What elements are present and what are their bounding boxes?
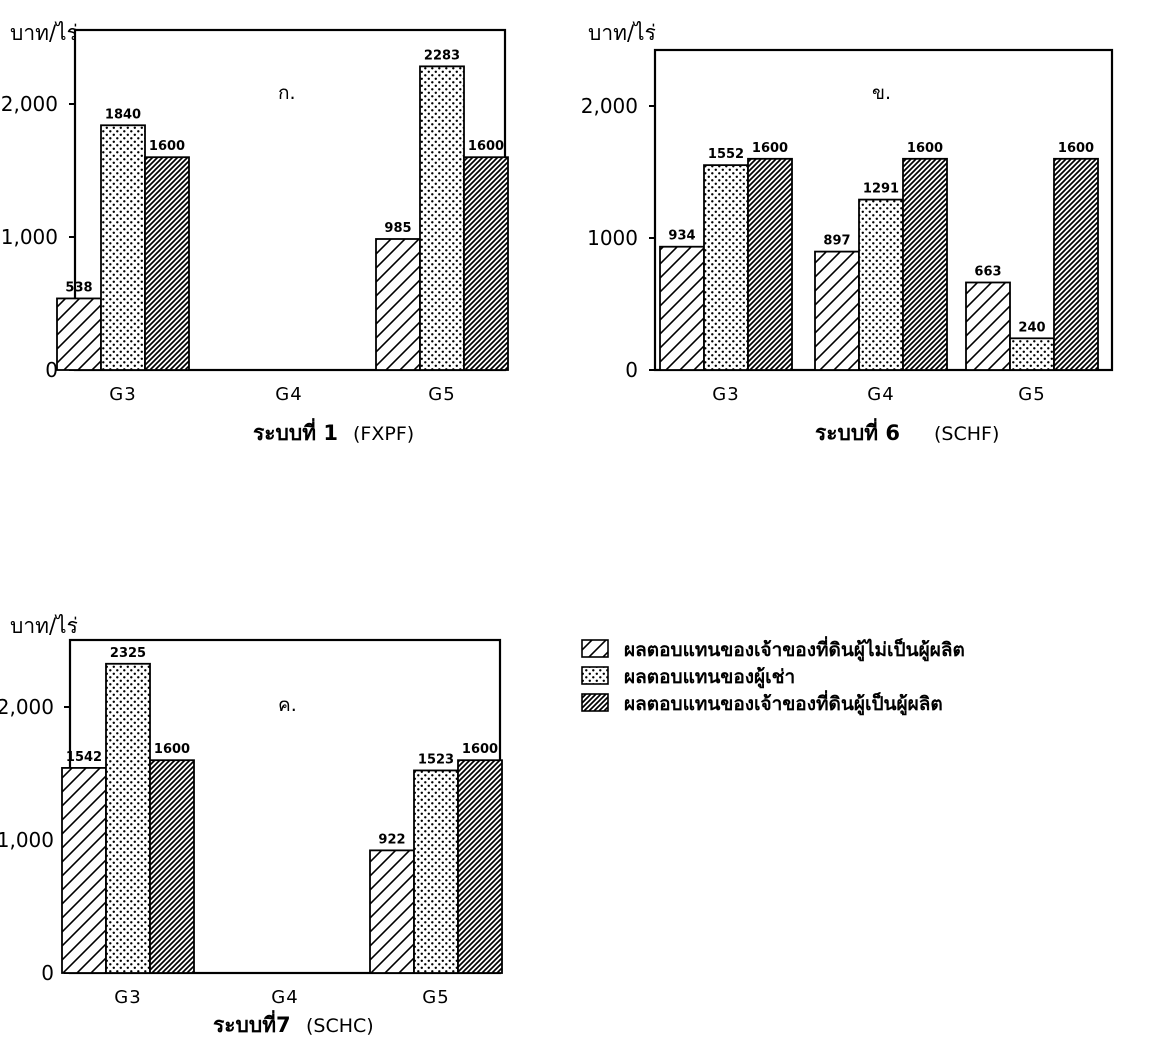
bar-tenant xyxy=(105,662,151,974)
x-category-label: G5 xyxy=(428,384,455,405)
bar-value-label: 1600 xyxy=(462,742,498,757)
legend-label: ผลตอบแทนของผู้เช่า xyxy=(624,666,795,689)
bar-value-label: 1600 xyxy=(907,141,943,156)
system-code-caption: (SCHF) xyxy=(934,423,999,445)
y-tick-label: 0 xyxy=(41,961,54,985)
bar-landowner-nonproducer xyxy=(56,297,102,371)
bar-value-label: 1542 xyxy=(66,750,102,765)
bar-landowner-producer xyxy=(902,157,948,371)
bar-value-label: 2283 xyxy=(424,48,460,63)
y-axis-unit-label: บาท/ไร่ xyxy=(588,21,656,45)
system-caption: ระบบที่ 6 xyxy=(815,417,900,445)
y-axis-unit-label: บาท/ไร่ xyxy=(10,21,78,45)
x-category-label: G4 xyxy=(271,987,298,1008)
bar-value-label: 240 xyxy=(1018,320,1045,335)
system-code-caption: (FXPF) xyxy=(353,423,414,445)
bar-value-label: 538 xyxy=(65,280,92,295)
chart-legend: ผลตอบแทนของเจ้าของที่ดินผู้ไม่เป็นผู้ผลิ… xyxy=(581,636,965,716)
x-category-label: G3 xyxy=(109,384,136,405)
system-code-caption: (SCHC) xyxy=(306,1015,374,1037)
y-tick-label: 1,000 xyxy=(1,225,58,249)
panel-label: ข. xyxy=(872,82,891,104)
bar-value-label: 934 xyxy=(668,229,695,244)
legend-swatch-light-hatch xyxy=(581,639,609,658)
legend-item: ผลตอบแทนของเจ้าของที่ดินผู้ไม่เป็นผู้ผลิ… xyxy=(581,636,965,662)
legend-label: ผลตอบแทนของเจ้าของที่ดินผู้เป็นผู้ผลิต xyxy=(624,690,943,716)
legend-item: ผลตอบแทนของผู้เช่า xyxy=(581,666,795,689)
bar-landowner-nonproducer xyxy=(61,767,107,974)
bar-landowner-nonproducer xyxy=(375,238,421,371)
bar-value-label: 1600 xyxy=(752,141,788,156)
bar-landowner-producer xyxy=(457,759,503,974)
bar-landowner-producer xyxy=(747,157,793,371)
y-tick-label: 2,000 xyxy=(0,695,54,719)
bar-value-label: 1291 xyxy=(863,182,899,197)
bar-landowner-nonproducer xyxy=(814,250,860,371)
bar-value-label: 922 xyxy=(378,832,405,847)
bar-landowner-producer xyxy=(463,156,509,371)
bar-landowner-nonproducer xyxy=(965,281,1011,371)
bar-landowner-producer xyxy=(149,759,195,974)
x-category-label: G5 xyxy=(422,987,449,1008)
y-axis-unit-label: บาท/ไร่ xyxy=(10,614,78,638)
x-category-label: G4 xyxy=(275,384,302,405)
bar-landowner-nonproducer xyxy=(659,245,705,371)
chart-panel-a: 0 1,000 2,000 บาท/ไร่ก. 538 1840 1600 G3 G4 985 22… xyxy=(1,21,509,445)
legend-label: ผลตอบแทนของเจ้าของที่ดินผู้ไม่เป็นผู้ผลิ… xyxy=(624,636,965,662)
bar-tenant xyxy=(858,198,904,371)
x-category-label: G5 xyxy=(1018,384,1045,405)
bar-value-label: 985 xyxy=(384,221,411,236)
bar-value-label: 1523 xyxy=(418,752,454,767)
chart-panel-c: 0 1,000 2,000 บาท/ไร่ค. 1542 2325 1600 G3 G4 922 1… xyxy=(0,614,503,1037)
bar-tenant xyxy=(703,164,749,371)
y-tick-label: 2,000 xyxy=(581,94,638,118)
bar-landowner-producer xyxy=(1053,157,1099,371)
chart-panel-b: 0 1000 2,000 บาท/ไร่ข. 934 1552 1600 G3 897 1291 1… xyxy=(581,21,1114,445)
bar-value-label: 1600 xyxy=(149,139,185,154)
y-tick-label: 0 xyxy=(45,358,58,382)
bar-value-label: 1600 xyxy=(1058,141,1094,156)
x-category-label: G4 xyxy=(867,384,894,405)
bar-value-label: 663 xyxy=(974,264,1001,279)
system-caption: ระบบที่ 1 xyxy=(253,417,338,445)
panel-label: ค. xyxy=(278,694,297,716)
bar-value-label: 1552 xyxy=(708,147,744,162)
bar-landowner-producer xyxy=(144,156,190,371)
bar-landowner-nonproducer xyxy=(369,849,415,974)
y-tick-label: 0 xyxy=(625,358,638,382)
x-category-label: G3 xyxy=(712,384,739,405)
panel-label: ก. xyxy=(278,82,296,104)
y-tick-label: 2,000 xyxy=(1,92,58,116)
x-category-label: G3 xyxy=(114,987,141,1008)
bar-tenant xyxy=(419,65,465,371)
bar-tenant xyxy=(100,124,146,371)
y-tick-label: 1000 xyxy=(587,226,638,250)
legend-item: ผลตอบแทนของเจ้าของที่ดินผู้เป็นผู้ผลิต xyxy=(581,690,943,716)
legend-swatch-dots xyxy=(581,666,609,685)
bar-value-label: 897 xyxy=(823,234,850,249)
bar-value-label: 2325 xyxy=(110,646,146,661)
bar-value-label: 1840 xyxy=(105,107,141,122)
bar-value-label: 1600 xyxy=(154,742,190,757)
bar-tenant xyxy=(1009,337,1055,371)
bar-tenant xyxy=(413,769,459,974)
y-tick-label: 1,000 xyxy=(0,828,54,852)
system-caption: ระบบที่7 xyxy=(213,1009,291,1037)
bar-value-label: 1600 xyxy=(468,139,504,154)
legend-swatch-dense-hatch xyxy=(581,693,609,712)
